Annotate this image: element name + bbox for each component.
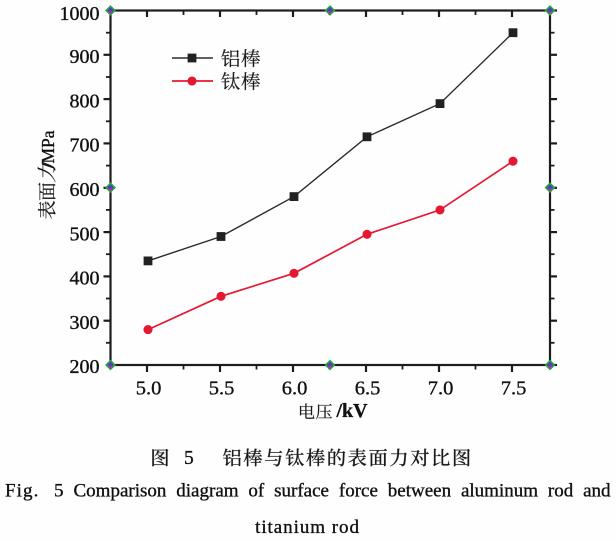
svg-text:300: 300: [70, 312, 100, 334]
svg-text:/MPa: /MPa: [38, 130, 58, 168]
svg-text:5.0: 5.0: [136, 378, 162, 400]
svg-text:5: 5: [184, 448, 194, 469]
svg-text:1000: 1000: [60, 3, 100, 25]
svg-text:titanium rod: titanium rod: [255, 517, 360, 538]
svg-text:6.5: 6.5: [355, 378, 381, 400]
svg-text:600: 600: [70, 179, 100, 201]
svg-text:/kV: /kV: [336, 400, 369, 422]
svg-text:6.0: 6.0: [282, 378, 308, 400]
svg-text:7.0: 7.0: [428, 378, 454, 400]
svg-text:900: 900: [70, 46, 100, 68]
svg-text:800: 800: [70, 90, 100, 112]
svg-text:500: 500: [70, 223, 100, 245]
svg-text:Comparison diagram of surface: Comparison diagram of surface force betw…: [74, 480, 612, 501]
svg-text:400: 400: [70, 268, 100, 290]
svg-text:5.5: 5.5: [209, 378, 235, 400]
svg-text:200: 200: [70, 356, 100, 378]
svg-text:Fig.: Fig.: [5, 480, 40, 501]
svg-text:5: 5: [54, 480, 64, 501]
svg-text:700: 700: [70, 135, 100, 157]
svg-text:7.5: 7.5: [501, 378, 527, 400]
